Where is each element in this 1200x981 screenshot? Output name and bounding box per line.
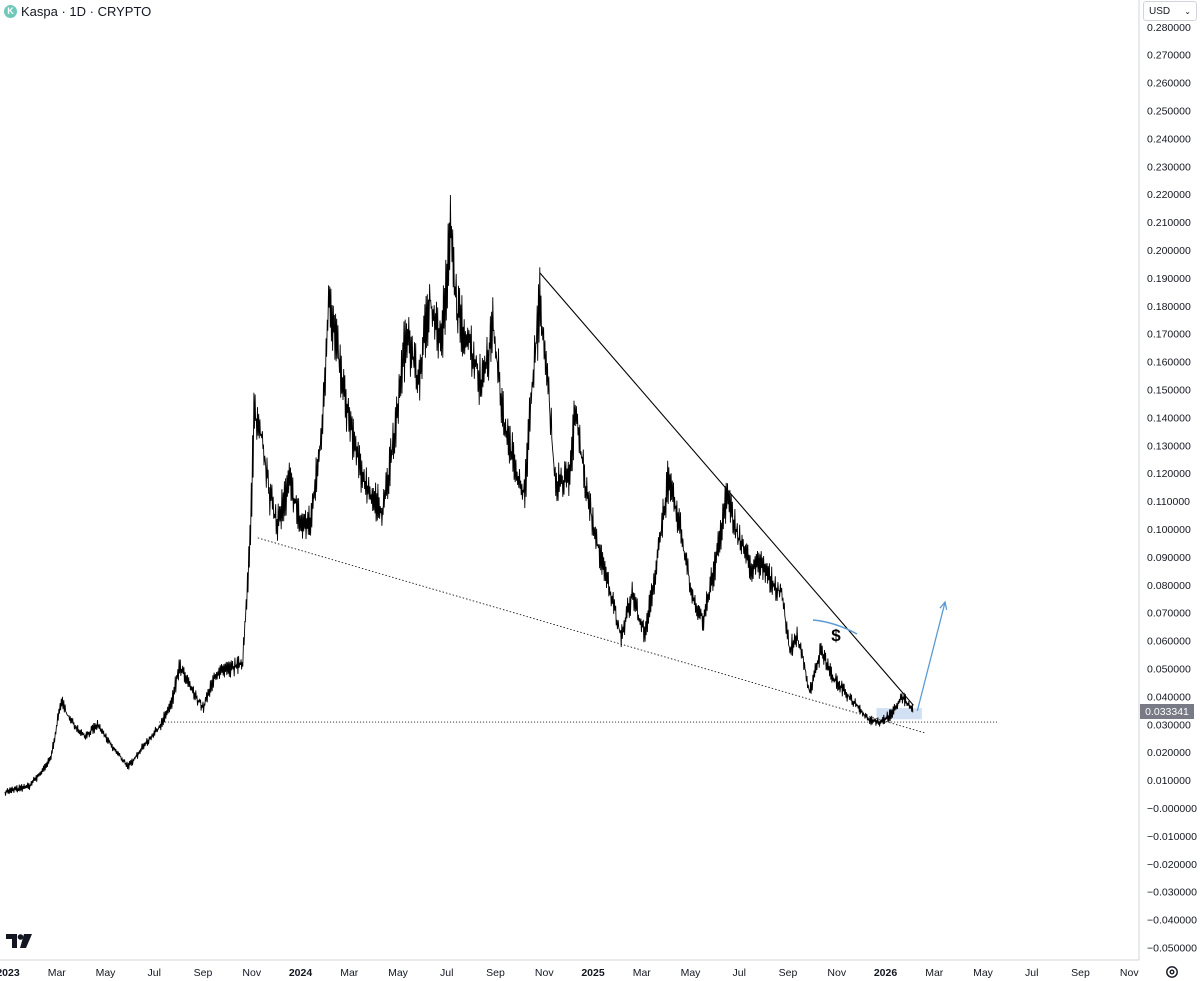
price-tick-label: 0.040000 <box>1147 691 1191 703</box>
current-price-label-bg <box>1140 704 1194 719</box>
price-tick-label: −0.050000 <box>1147 942 1197 954</box>
time-tick-label: Sep <box>1071 967 1090 979</box>
price-tick-label: 0.070000 <box>1147 608 1191 620</box>
tradingview-logo-icon[interactable] <box>6 934 32 953</box>
time-tick-label: Mar <box>48 967 67 979</box>
time-tick-label: 2023 <box>0 967 20 979</box>
price-tick-label: 0.020000 <box>1147 747 1191 759</box>
price-tick-label: 0.050000 <box>1147 663 1191 675</box>
price-tick-label: 0.190000 <box>1147 273 1191 285</box>
price-tick-label: 0.160000 <box>1147 357 1191 369</box>
price-tick-label: 0.060000 <box>1147 636 1191 648</box>
price-tick-label: 0.030000 <box>1147 719 1191 731</box>
price-tick-label: 0.200000 <box>1147 245 1191 257</box>
price-tick-label: −0.010000 <box>1147 831 1197 843</box>
liquidity-arc <box>812 619 858 635</box>
price-tick-label: −0.030000 <box>1147 887 1197 899</box>
price-tick-label: 0.110000 <box>1147 496 1190 508</box>
current-price-label: 0.033341 <box>1140 704 1194 719</box>
time-tick-label: 2026 <box>874 967 898 979</box>
price-tick-label: 0.140000 <box>1147 412 1191 424</box>
current-price-value: 0.033341 <box>1145 706 1189 718</box>
time-tick-label: May <box>681 967 702 979</box>
price-tick-label: 0.280000 <box>1147 22 1191 34</box>
time-tick-label: Sep <box>486 967 505 979</box>
dollar-annotation: $ <box>831 626 841 645</box>
projection-arrow-head <box>939 600 948 611</box>
price-tick-label: 0.090000 <box>1147 552 1191 564</box>
price-tick-label: −0.040000 <box>1147 915 1197 927</box>
time-tick-label: Jul <box>440 967 453 979</box>
time-axis[interactable]: 2023 Mar May Jul Sep Nov 2024 Mar May Jul Sep Nov 20… <box>0 967 1139 979</box>
gear-icon[interactable] <box>1163 963 1181 981</box>
currency-label: USD <box>1149 5 1171 17</box>
price-tick-label: 0.010000 <box>1147 775 1191 787</box>
chevron-down-icon: ⌄ <box>1184 6 1191 16</box>
time-tick-label: Mar <box>340 967 359 979</box>
price-tick-label: 0.100000 <box>1147 524 1191 536</box>
price-tick-label: 0.270000 <box>1147 50 1191 62</box>
time-tick-label: Mar <box>633 967 652 979</box>
time-tick-label: Mar <box>925 967 944 979</box>
kaspa-logo-icon: K <box>4 4 17 18</box>
time-tick-label: Nov <box>1120 967 1139 979</box>
price-tick-label: −0.000000 <box>1147 803 1197 815</box>
price-tick-label: 0.220000 <box>1147 189 1191 201</box>
time-tick-label: Nov <box>827 967 846 979</box>
price-tick-label: 0.130000 <box>1147 440 1191 452</box>
price-tick-label: 0.080000 <box>1147 580 1191 592</box>
time-tick-label: Nov <box>242 967 261 979</box>
price-series-line <box>4 194 914 796</box>
time-tick-label: Nov <box>535 967 554 979</box>
price-tick-label: 0.260000 <box>1147 78 1191 90</box>
time-tick-label: Sep <box>194 967 213 979</box>
descending-resistance-trendline <box>539 272 914 706</box>
time-tick-label: Jul <box>1025 967 1038 979</box>
descending-support-trendline <box>257 537 926 734</box>
time-tick-label: May <box>96 967 117 979</box>
price-tick-label: 0.230000 <box>1147 161 1191 173</box>
price-tick-label: 0.240000 <box>1147 133 1191 145</box>
price-tick-label: −0.020000 <box>1147 859 1197 871</box>
time-tick-label: Jul <box>148 967 161 979</box>
currency-selector[interactable]: USD ⌄ <box>1143 1 1197 21</box>
price-tick-label: 0.180000 <box>1147 301 1191 313</box>
time-tick-label: Sep <box>779 967 798 979</box>
time-tick-label: 2024 <box>289 967 313 979</box>
time-tick-label: Jul <box>733 967 746 979</box>
price-tick-label: 0.210000 <box>1147 217 1191 229</box>
projection-arrow <box>916 601 946 712</box>
time-tick-label: May <box>388 967 409 979</box>
support-zone <box>876 708 922 720</box>
price-tick-label: 0.150000 <box>1147 384 1191 396</box>
price-axis[interactable]: 0.280000 0.270000 0.260000 0.250000 0.240000… <box>1147 22 1197 955</box>
time-tick-label: 2025 <box>581 967 605 979</box>
symbol-title[interactable]: Kaspa · 1D · CRYPTO <box>21 3 152 19</box>
chart-header: K Kaspa · 1D · CRYPTO <box>4 2 152 20</box>
time-tick-label: May <box>973 967 994 979</box>
price-tick-label: 0.250000 <box>1147 105 1191 117</box>
plot-area: $ <box>4 194 997 796</box>
price-tick-label: 0.120000 <box>1147 468 1191 480</box>
price-tick-label: 0.170000 <box>1147 329 1191 341</box>
